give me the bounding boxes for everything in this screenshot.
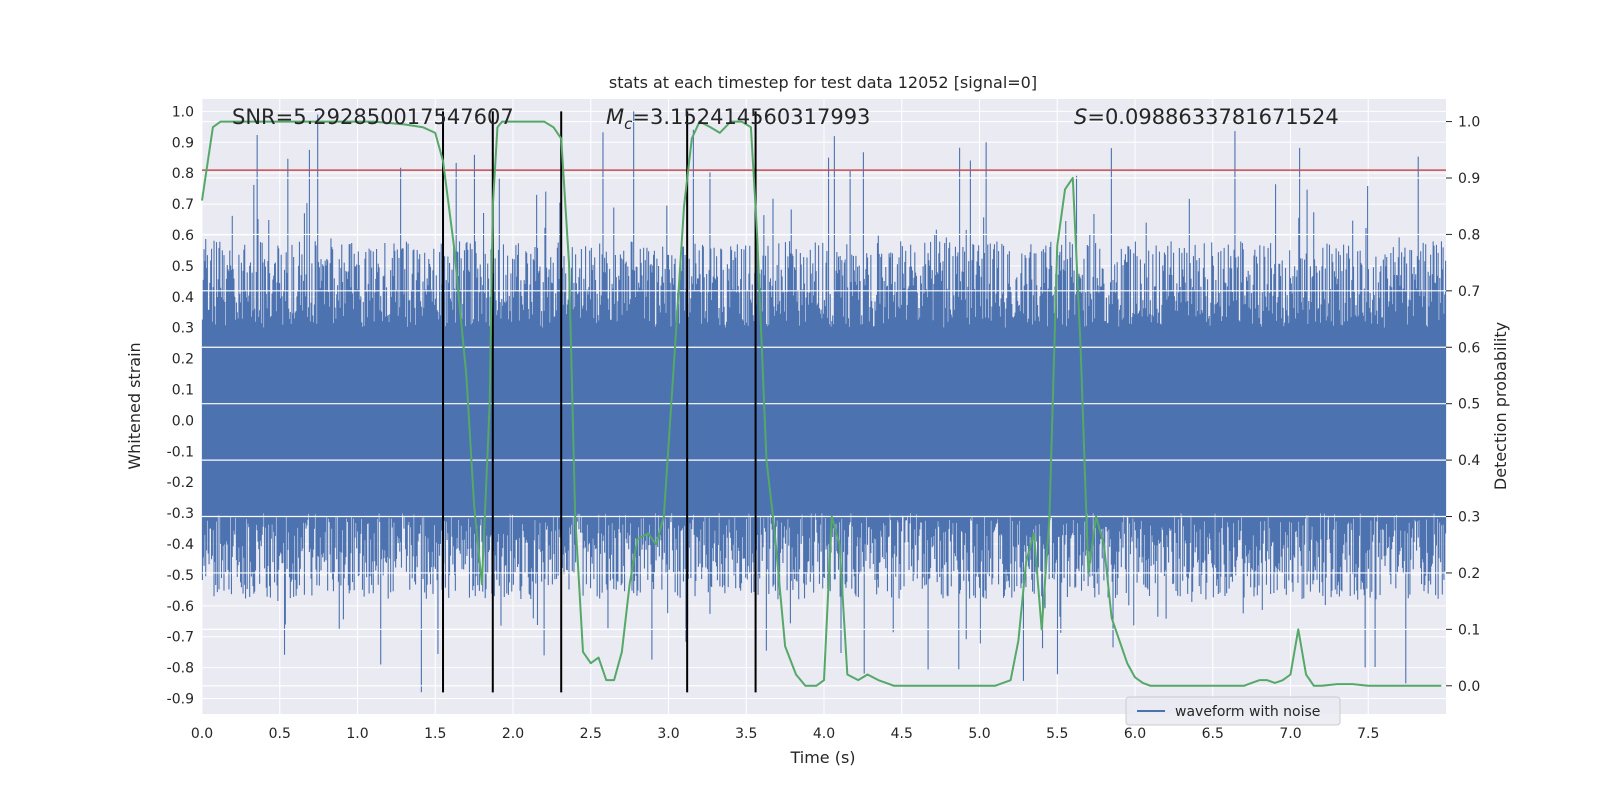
s-symbol: S xyxy=(1074,105,1087,129)
y-left-tick-label: 0.5 xyxy=(172,259,194,275)
snr-annotation: SNR=5.292850017547607 xyxy=(232,105,514,129)
chirp-mass-annotation: Mc=3.152414560317993 xyxy=(606,105,870,133)
y-left-tick-label: -0.9 xyxy=(167,692,194,708)
x-tick-label: 4.0 xyxy=(813,726,835,742)
y-axis-right-ticks: 1.0 0.9 0.8 0.7 0.6 0.5 0.4 0.3 0.2 0.1 0.0 xyxy=(1446,115,1480,695)
x-tick-label: 3.0 xyxy=(657,726,679,742)
x-tick-label: 7.5 xyxy=(1357,726,1379,742)
y-left-tick-label: 0.3 xyxy=(172,321,194,337)
y-axis-left-label: Whitened strain xyxy=(125,342,144,469)
legend-box xyxy=(1125,696,1341,726)
y-left-tick-label: 0.6 xyxy=(172,228,194,244)
waveform-dense-band xyxy=(202,327,1446,514)
y-left-tick-label: -0.6 xyxy=(167,599,194,615)
x-tick-label: 0.0 xyxy=(191,726,213,742)
x-axis-label: Time (s) xyxy=(789,748,855,767)
y-right-tick-label: 0.8 xyxy=(1458,227,1480,243)
y-right-tick-label: 1.0 xyxy=(1458,115,1480,131)
x-tick-label: 1.5 xyxy=(424,726,446,742)
probability-line xyxy=(201,120,1442,687)
y-left-tick-label: 0.0 xyxy=(172,413,194,429)
x-tick-label: 7.0 xyxy=(1279,726,1301,742)
x-tick-label: 5.5 xyxy=(1046,726,1068,742)
chart-title: stats at each timestep for test data 120… xyxy=(609,73,1037,92)
waveform-series xyxy=(201,111,1447,693)
x-tick-label: 3.5 xyxy=(735,726,757,742)
y-left-tick-label: -0.2 xyxy=(167,475,194,491)
x-axis-ticks: 0.0 0.5 1.0 1.5 2.0 2.5 3.0 3.5 4.0 4.5 5.0 5.5 6.0 6… xyxy=(191,726,1380,742)
y-right-tick-label: 0.5 xyxy=(1458,397,1480,413)
s-value: =0.0988633781671524 xyxy=(1087,105,1338,129)
legend: waveform with noise xyxy=(1125,696,1341,726)
y-left-tick-label: 0.8 xyxy=(172,166,194,182)
y-left-tick-label: -0.3 xyxy=(167,506,194,522)
y-right-tick-label: 0.2 xyxy=(1458,566,1480,582)
y-left-tick-label: -0.7 xyxy=(167,630,194,646)
y-left-tick-label: 0.9 xyxy=(172,135,194,151)
y-right-tick-label: 0.1 xyxy=(1458,622,1480,638)
y-left-tick-label: 0.7 xyxy=(172,197,194,213)
x-tick-label: 6.5 xyxy=(1202,726,1224,742)
y-left-tick-label: 1.0 xyxy=(172,104,194,120)
x-tick-label: 1.0 xyxy=(346,726,368,742)
chirp-mass-value: =3.152414560317993 xyxy=(632,105,870,129)
y-left-tick-label: 0.1 xyxy=(172,383,194,399)
chirp-mass-subscript: c xyxy=(624,115,633,133)
x-tick-label: 5.0 xyxy=(968,726,990,742)
y-left-tick-label: -0.1 xyxy=(167,444,194,460)
x-tick-label: 2.5 xyxy=(580,726,602,742)
y-right-tick-label: 0.4 xyxy=(1458,453,1480,469)
y-axis-right-label: Detection probability xyxy=(1491,322,1510,490)
y-left-tick-label: -0.8 xyxy=(167,661,194,677)
right-axis-grid-lines xyxy=(202,120,1446,687)
chirp-mass-symbol: M xyxy=(606,105,624,129)
y-left-tick-label: -0.5 xyxy=(167,568,194,584)
y-left-tick-label: 0.2 xyxy=(172,352,194,368)
y-left-tick-label: -0.4 xyxy=(167,537,194,553)
legend-entry-label: waveform with noise xyxy=(1175,704,1320,720)
x-tick-label: 0.5 xyxy=(269,726,291,742)
y-right-tick-label: 0.7 xyxy=(1458,284,1480,300)
y-right-tick-label: 0.6 xyxy=(1458,340,1480,356)
x-tick-label: 4.5 xyxy=(891,726,913,742)
y-right-tick-label: 0.3 xyxy=(1458,510,1480,526)
x-tick-label: 6.0 xyxy=(1124,726,1146,742)
y-left-tick-label: 0.4 xyxy=(172,290,194,306)
x-tick-label: 2.0 xyxy=(502,726,524,742)
s-annotation: S=0.0988633781671524 xyxy=(1074,105,1339,129)
y-right-tick-label: 0.9 xyxy=(1458,171,1480,187)
y-axis-left-ticks: 1.0 0.9 0.8 0.7 0.6 0.5 0.4 0.3 0.2 0.1 0.0 -0.1 -0.… xyxy=(167,104,194,707)
probability-series xyxy=(201,120,1442,687)
y-right-tick-label: 0.0 xyxy=(1458,679,1480,695)
